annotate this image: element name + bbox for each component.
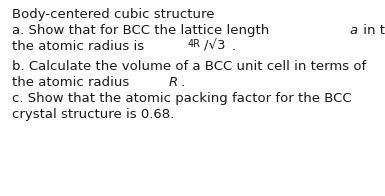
Text: 4R: 4R bbox=[187, 38, 201, 48]
Text: the atomic radius is: the atomic radius is bbox=[12, 40, 148, 53]
Text: R: R bbox=[168, 75, 177, 89]
Text: Body-centered cubic structure: Body-centered cubic structure bbox=[12, 7, 214, 21]
Text: crystal structure is 0.68.: crystal structure is 0.68. bbox=[12, 107, 174, 121]
Text: a: a bbox=[349, 24, 357, 36]
Text: /√3: /√3 bbox=[204, 40, 226, 53]
Text: c. Show that the atomic packing factor for the BCC: c. Show that the atomic packing factor f… bbox=[12, 92, 351, 104]
Text: b. Calculate the volume of a BCC unit cell in terms of: b. Calculate the volume of a BCC unit ce… bbox=[12, 60, 366, 73]
Text: .: . bbox=[232, 40, 236, 53]
Text: in terms of: in terms of bbox=[360, 24, 385, 36]
Text: a. Show that for BCC the lattice length: a. Show that for BCC the lattice length bbox=[12, 24, 273, 36]
Text: .: . bbox=[180, 75, 184, 89]
Text: the atomic radius: the atomic radius bbox=[12, 75, 133, 89]
